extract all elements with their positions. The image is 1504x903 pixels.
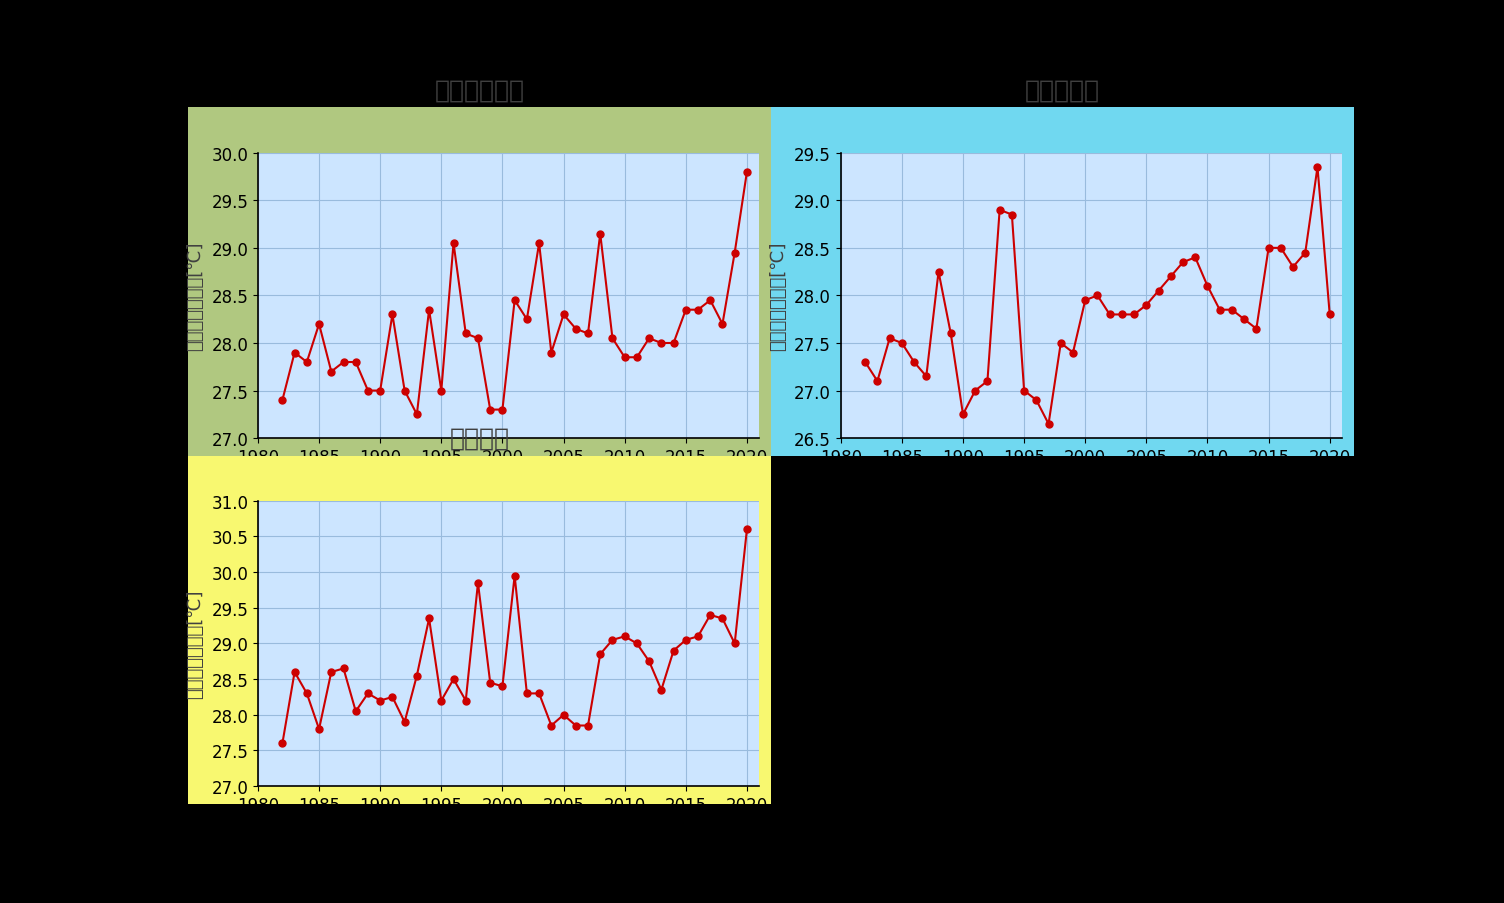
- Title: 四国・東海沖: 四国・東海沖: [435, 79, 525, 102]
- Title: 沖縄の東: 沖縄の東: [450, 426, 510, 450]
- Title: 関東南東方: 関東南東方: [1024, 79, 1099, 102]
